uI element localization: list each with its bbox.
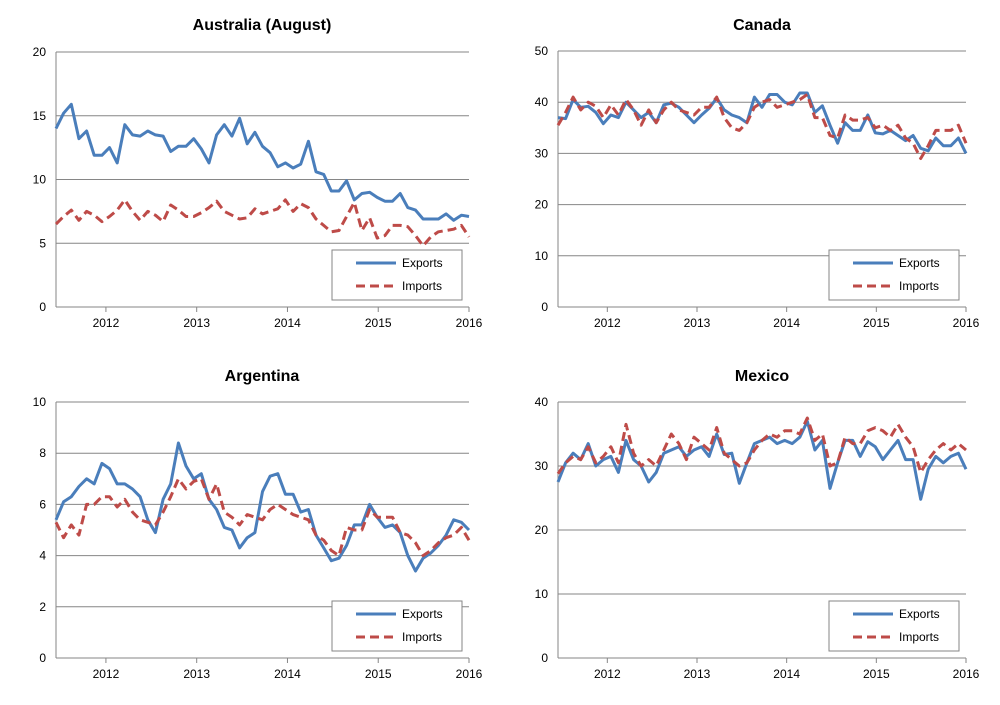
x-tick-label: 2014 bbox=[274, 667, 301, 681]
x-tick-label: 2013 bbox=[684, 667, 711, 681]
series-line-imports bbox=[556, 93, 968, 160]
chart-title: Mexico bbox=[735, 368, 789, 385]
x-tick-label: 2016 bbox=[953, 667, 980, 681]
chart-panel-mexico: Mexico 0 10 20 30 40 2012 2013 2014 2015 2016 Expor… bbox=[535, 368, 980, 681]
y-tick-label: 5 bbox=[39, 236, 46, 250]
y-tick-label: 50 bbox=[535, 44, 549, 58]
y-tick-label: 0 bbox=[541, 651, 548, 665]
legend-label: Imports bbox=[402, 630, 442, 644]
x-tick-label: 2014 bbox=[274, 316, 301, 330]
y-tick-label: 10 bbox=[33, 395, 47, 409]
y-tick-label: 15 bbox=[33, 109, 47, 123]
x-tick-label: 2016 bbox=[456, 667, 483, 681]
y-tick-label: 20 bbox=[535, 198, 549, 212]
y-tick-label: 10 bbox=[535, 249, 549, 263]
x-tick-label: 2015 bbox=[365, 667, 392, 681]
x-tick-label: 2013 bbox=[684, 316, 711, 330]
x-tick-label: 2014 bbox=[773, 316, 800, 330]
chart-panel-argentina: Argentina 0 2 4 6 8 10 2012 2013 2014 2015 2016 Expo… bbox=[33, 368, 483, 681]
y-tick-label: 2 bbox=[39, 600, 46, 614]
legend-label: Imports bbox=[402, 279, 442, 293]
y-tick-label: 8 bbox=[39, 446, 46, 460]
y-tick-label: 30 bbox=[535, 459, 549, 473]
x-tick-label: 2012 bbox=[93, 316, 120, 330]
chart-title: Canada bbox=[733, 17, 791, 34]
x-tick-label: 2012 bbox=[93, 667, 120, 681]
legend-label: Exports bbox=[402, 607, 443, 621]
x-tick-label: 2016 bbox=[953, 316, 980, 330]
x-tick-label: 2014 bbox=[773, 667, 800, 681]
series-line-exports bbox=[54, 102, 470, 222]
chart-title: Australia (August) bbox=[193, 17, 332, 34]
x-tick-label: 2012 bbox=[594, 667, 621, 681]
x-tick-label: 2013 bbox=[183, 667, 210, 681]
y-tick-label: 0 bbox=[39, 651, 46, 665]
y-tick-label: 4 bbox=[39, 549, 46, 563]
x-tick-label: 2012 bbox=[594, 316, 621, 330]
y-tick-label: 10 bbox=[535, 587, 549, 601]
series-line-exports bbox=[557, 91, 968, 155]
legend-label: Imports bbox=[899, 279, 939, 293]
x-tick-label: 2015 bbox=[863, 316, 890, 330]
chart-title: Argentina bbox=[225, 368, 300, 385]
series-line-imports bbox=[54, 477, 471, 558]
chart-panel-canada: Canada 0 10 20 30 40 50 2012 2013 2014 2015 2016 Exp… bbox=[535, 17, 980, 330]
y-tick-label: 30 bbox=[535, 146, 549, 160]
x-tick-label: 2013 bbox=[183, 316, 210, 330]
legend-box bbox=[331, 249, 463, 301]
legend-label: Imports bbox=[899, 630, 939, 644]
legend-label: Exports bbox=[402, 256, 443, 270]
legend-label: Exports bbox=[899, 256, 940, 270]
y-tick-label: 20 bbox=[535, 523, 549, 537]
series-line-imports bbox=[54, 198, 471, 248]
chart-panel-australia: Australia (August) 0 5 10 15 20 2012 2013 2014 20… bbox=[33, 17, 483, 330]
legend-label: Exports bbox=[899, 607, 940, 621]
series-line-imports bbox=[556, 416, 967, 475]
x-tick-label: 2015 bbox=[863, 667, 890, 681]
legend-box bbox=[331, 600, 463, 652]
y-tick-label: 40 bbox=[535, 395, 549, 409]
y-tick-label: 6 bbox=[39, 497, 46, 511]
x-tick-label: 2016 bbox=[456, 316, 483, 330]
legend-box bbox=[828, 249, 960, 301]
y-tick-label: 20 bbox=[33, 45, 47, 59]
y-tick-label: 10 bbox=[33, 173, 47, 187]
y-tick-label: 0 bbox=[39, 300, 46, 314]
series-line-exports bbox=[54, 441, 471, 573]
x-tick-label: 2015 bbox=[365, 316, 392, 330]
y-tick-label: 40 bbox=[535, 95, 549, 109]
legend-box bbox=[828, 600, 960, 652]
y-tick-label: 0 bbox=[541, 300, 548, 314]
